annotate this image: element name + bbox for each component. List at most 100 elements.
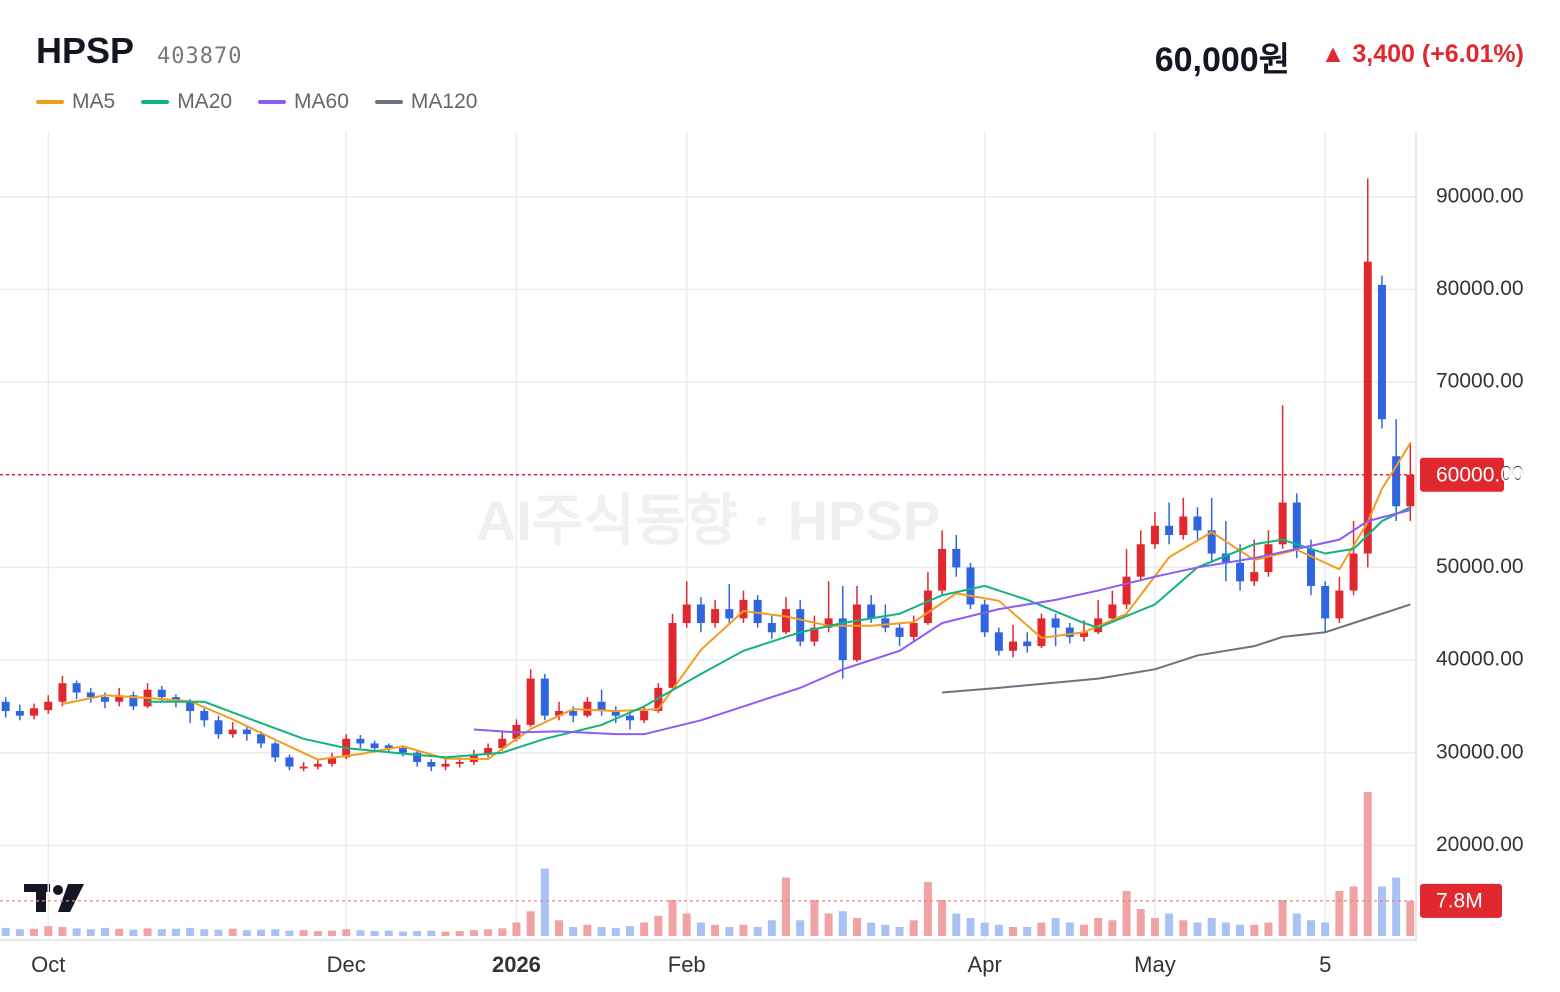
last-volume-box — [1420, 883, 1502, 918]
volume-bar — [313, 931, 322, 936]
volume-bar — [782, 877, 791, 936]
volume-bar — [512, 922, 521, 936]
legend-item[interactable]: MA5 — [36, 90, 115, 114]
volume-bar — [271, 929, 280, 936]
volume-bar — [1179, 920, 1188, 936]
ma-line — [942, 603, 1411, 694]
x-tick-label: Apr — [968, 952, 1002, 977]
volume-bar — [72, 928, 81, 936]
volume-bar — [923, 882, 932, 936]
volume-bar — [1363, 792, 1372, 936]
candle-body — [15, 711, 24, 716]
legend-item[interactable]: MA20 — [141, 90, 232, 114]
volume-bar — [441, 931, 450, 936]
volume-bar — [1037, 922, 1046, 936]
candle-body — [271, 743, 280, 758]
stock-code: 403870 — [157, 44, 243, 69]
volume-bar — [1, 927, 10, 936]
candle-body — [455, 761, 464, 764]
volume-bar — [1193, 922, 1202, 936]
volume-bar — [952, 913, 961, 936]
candle-body — [356, 738, 365, 744]
volume-bar — [1307, 920, 1316, 936]
candle-body — [398, 748, 407, 753]
candle-body — [966, 567, 975, 605]
volume-bar — [938, 900, 947, 936]
candle-body — [1292, 502, 1301, 549]
legend-item[interactable]: MA120 — [374, 90, 477, 114]
volume-bar — [895, 927, 904, 936]
volume-bar — [555, 920, 564, 936]
volume-bar — [1321, 922, 1330, 936]
candle-body — [739, 599, 748, 619]
price: 60,000원 — [1154, 41, 1290, 79]
candle-body — [370, 743, 379, 749]
volume-bar — [1150, 918, 1159, 936]
candle-body — [58, 683, 67, 702]
candle-body — [427, 761, 436, 767]
candle-body — [583, 701, 592, 716]
last-price-box — [1420, 457, 1504, 492]
y-tick-label: 80000.00 — [1436, 277, 1524, 300]
volume-bar — [526, 911, 535, 936]
volume-bar — [498, 928, 507, 936]
candle-body — [1037, 618, 1046, 647]
candle-body — [200, 711, 209, 721]
legend-item[interactable]: MA60 — [258, 90, 349, 114]
volume-bar — [228, 928, 237, 936]
candle-body — [867, 604, 876, 619]
candle-body — [44, 701, 53, 711]
volume-bar — [625, 926, 634, 936]
candle-body — [980, 604, 989, 633]
volume-bar — [540, 868, 549, 936]
candle-body — [186, 701, 195, 712]
volume-bar — [100, 927, 109, 936]
volume-bar — [852, 918, 861, 936]
candle-body — [1278, 502, 1287, 545]
volume-bar — [143, 928, 152, 936]
volume-bar — [1065, 922, 1074, 936]
candle-body — [1236, 562, 1245, 582]
volume-bar — [767, 920, 776, 936]
legend-swatch — [374, 100, 403, 104]
candle-body — [555, 711, 564, 716]
candle-body — [1079, 632, 1088, 637]
candle-body — [597, 701, 606, 712]
volume-bar — [654, 915, 663, 936]
volume-bar — [838, 911, 847, 936]
last-volume-label: 7.8M — [1436, 889, 1483, 912]
legend-swatch — [36, 100, 64, 104]
candle-body — [654, 687, 663, 712]
candle-body — [228, 729, 237, 735]
volume-bar — [299, 930, 308, 936]
candle-body — [1363, 261, 1372, 554]
ma-line — [147, 506, 1411, 759]
candle-body — [696, 604, 705, 624]
legend-swatch — [258, 100, 287, 104]
candle-body — [1221, 553, 1230, 563]
volume-bar — [86, 929, 95, 936]
candle-body — [299, 766, 308, 769]
volume-bar — [824, 913, 833, 936]
volume-bar — [1023, 927, 1032, 936]
volume-bar — [1406, 900, 1415, 936]
candle-body — [852, 604, 861, 661]
volume-bar — [1236, 924, 1245, 936]
candle-body — [214, 720, 223, 735]
candle-body — [782, 609, 791, 633]
volume-bar — [1377, 886, 1386, 936]
ma-line — [62, 442, 1412, 761]
candle-body — [498, 738, 507, 749]
candle-body — [1207, 530, 1216, 554]
candle-body — [668, 623, 677, 688]
volume-bar — [1392, 877, 1401, 936]
candle-body — [285, 757, 294, 767]
tv-logo — [24, 884, 84, 912]
volume-bar — [696, 922, 705, 936]
volume-bar — [1009, 927, 1018, 936]
grid — [0, 132, 1416, 938]
candle-body — [881, 618, 890, 628]
candle-body — [682, 604, 691, 624]
volume-bar — [796, 920, 805, 936]
